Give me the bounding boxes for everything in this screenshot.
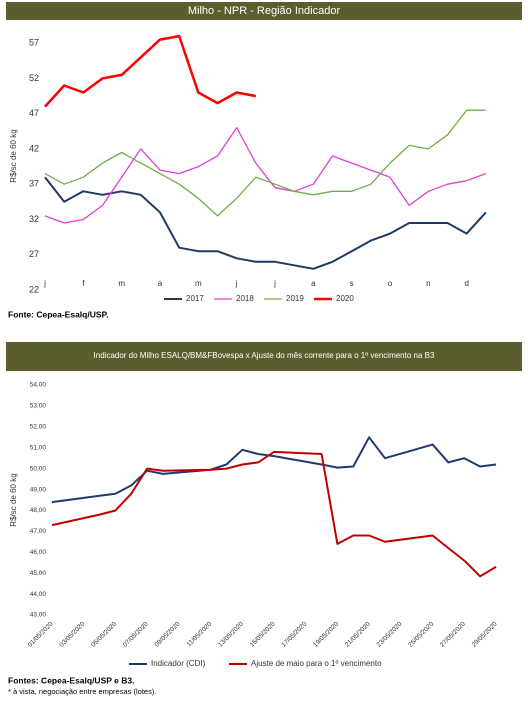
y-tick-label: 49,00 — [30, 486, 47, 493]
y-tick-label: 52 — [29, 73, 39, 83]
header-bar — [6, 342, 522, 371]
header-bar — [6, 2, 522, 20]
y-tick-label: 46,00 — [30, 549, 47, 556]
y-tick-label: 37 — [29, 179, 39, 189]
x-tick-label: d — [464, 279, 468, 288]
y-tick-label: 43,00 — [30, 612, 47, 619]
legend-label: 2019 — [286, 294, 304, 303]
series-line — [44, 127, 487, 224]
y-tick-label: 54,00 — [30, 382, 47, 389]
y-tick-label: 42 — [29, 143, 39, 153]
x-tick-label: o — [388, 279, 393, 288]
y-tick-label: 22 — [29, 284, 39, 294]
x-tick-label: j — [273, 279, 276, 288]
series-line — [51, 450, 497, 578]
y-axis-label: R$/sc de 60 kg — [9, 473, 18, 526]
x-tick-label: n — [426, 279, 430, 288]
y-tick-label: 53,00 — [30, 403, 47, 410]
x-tick-label: a — [158, 279, 163, 288]
y-tick-label: 45,00 — [30, 570, 47, 577]
series-line — [44, 109, 486, 217]
legend-label: 2017 — [186, 294, 204, 303]
series-line — [51, 436, 497, 504]
x-tick-label: j — [43, 279, 46, 288]
note: * à vista, negociação entre empresas (lo… — [8, 687, 156, 696]
series-line — [44, 176, 487, 270]
x-tick-label: s — [350, 279, 354, 288]
y-tick-label: 47 — [29, 108, 39, 118]
legend-label: Ajuste de maio para o 1º vencimento — [251, 659, 382, 668]
source: Fonte: Cepea-Esalq/USP. — [8, 309, 108, 319]
y-tick-label: 51,00 — [30, 444, 47, 451]
x-tick-label: a — [311, 279, 316, 288]
y-tick-label: 27 — [29, 249, 39, 259]
x-tick-label: m — [195, 279, 202, 288]
y-tick-label: 57 — [29, 38, 39, 48]
x-tick-label: m — [118, 279, 125, 288]
legend-label: 2020 — [336, 294, 354, 303]
y-tick-label: 44,00 — [30, 591, 47, 598]
x-tick-label: f — [82, 279, 85, 288]
y-axis-label: R$/sc de 60 kg — [9, 129, 18, 182]
y-tick-label: 50,00 — [30, 465, 47, 472]
y-tick-label: 48,00 — [30, 507, 47, 514]
y-tick-label: 32 — [29, 214, 39, 224]
series-line — [44, 34, 257, 108]
y-tick-label: 52,00 — [30, 424, 47, 431]
chart-title: Milho - NPR - Região Indicador — [188, 5, 341, 17]
x-tick-label: j — [235, 279, 238, 288]
legend-label: 2018 — [236, 294, 254, 303]
y-tick-label: 47,00 — [30, 528, 47, 535]
legend-label: Indicador (CDI) — [151, 659, 206, 668]
chart-title: Indicador do Milho ESALQ/BM&FBovespa x A… — [94, 351, 435, 360]
source: Fontes: Cepea-Esalq/USP e B3. — [8, 675, 134, 685]
